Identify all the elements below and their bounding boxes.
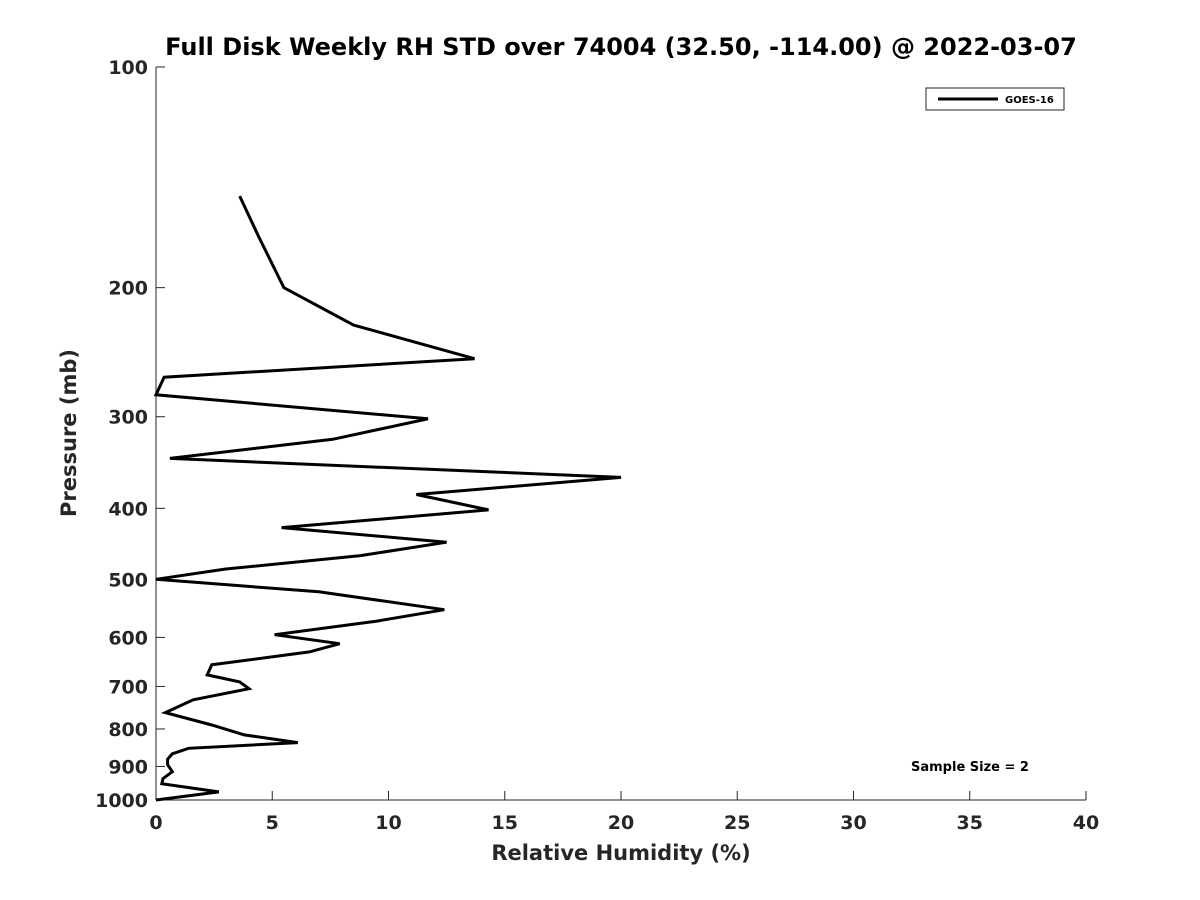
x-tick-label-40: 40 (1073, 812, 1099, 834)
series-line-goes-16 (153, 195, 622, 802)
x-tick-label-15: 15 (492, 812, 518, 834)
y-tick-label-100: 100 (108, 57, 148, 79)
x-tick-label-35: 35 (957, 812, 983, 834)
y-tick-label-600: 600 (108, 627, 148, 649)
x-tick-label-20: 20 (608, 812, 634, 834)
y-tick-label-200: 200 (108, 278, 148, 300)
series-layer (153, 195, 622, 802)
y-tick-label-1000: 1000 (95, 790, 148, 812)
sample-size-annotation: Sample Size = 2 (911, 760, 1029, 775)
x-tick-label-0: 0 (149, 812, 162, 834)
y-axis-label: Pressure (mb) (57, 349, 81, 517)
y-tick-label-300: 300 (108, 407, 148, 429)
y-tick-label-800: 800 (108, 719, 148, 741)
x-axis-ticks: 0 5 10 15 20 25 30 35 40 (149, 791, 1099, 834)
y-tick-label-900: 900 (108, 756, 148, 778)
legend: GOES-16 (925, 87, 1065, 111)
y-tick-label-500: 500 (108, 569, 148, 591)
legend-label-goes-16: GOES-16 (1005, 95, 1054, 106)
x-tick-label-10: 10 (375, 812, 401, 834)
y-axis-ticks: 100 200 300 400 500 600 700 800 900 1000 (95, 57, 165, 812)
x-tick-label-30: 30 (840, 812, 866, 834)
x-tick-label-5: 5 (266, 812, 279, 834)
chart-title: Full Disk Weekly RH STD over 74004 (32.5… (165, 33, 1077, 61)
x-tick-label-25: 25 (724, 812, 750, 834)
y-tick-label-400: 400 (108, 498, 148, 520)
y-tick-label-700: 700 (108, 676, 148, 698)
x-axis-label: Relative Humidity (%) (491, 841, 750, 865)
